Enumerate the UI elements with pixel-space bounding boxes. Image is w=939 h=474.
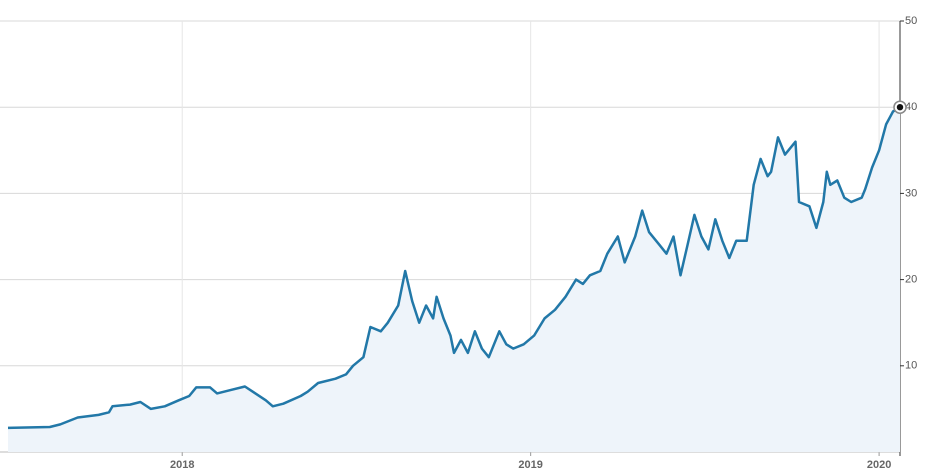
x-tick-label: 2018 xyxy=(170,459,194,471)
y-tick-label: 50 xyxy=(905,15,917,27)
y-tick-label: 30 xyxy=(905,187,917,199)
y-tick-label: 20 xyxy=(905,274,917,286)
y-tick-label: 40 xyxy=(905,101,917,113)
y-tick-label: 10 xyxy=(905,360,917,372)
x-tick-label: 2020 xyxy=(867,459,891,471)
x-tick-label: 2019 xyxy=(518,459,542,471)
price-line xyxy=(7,106,901,430)
area xyxy=(8,107,900,452)
last-point-dot xyxy=(896,104,904,111)
